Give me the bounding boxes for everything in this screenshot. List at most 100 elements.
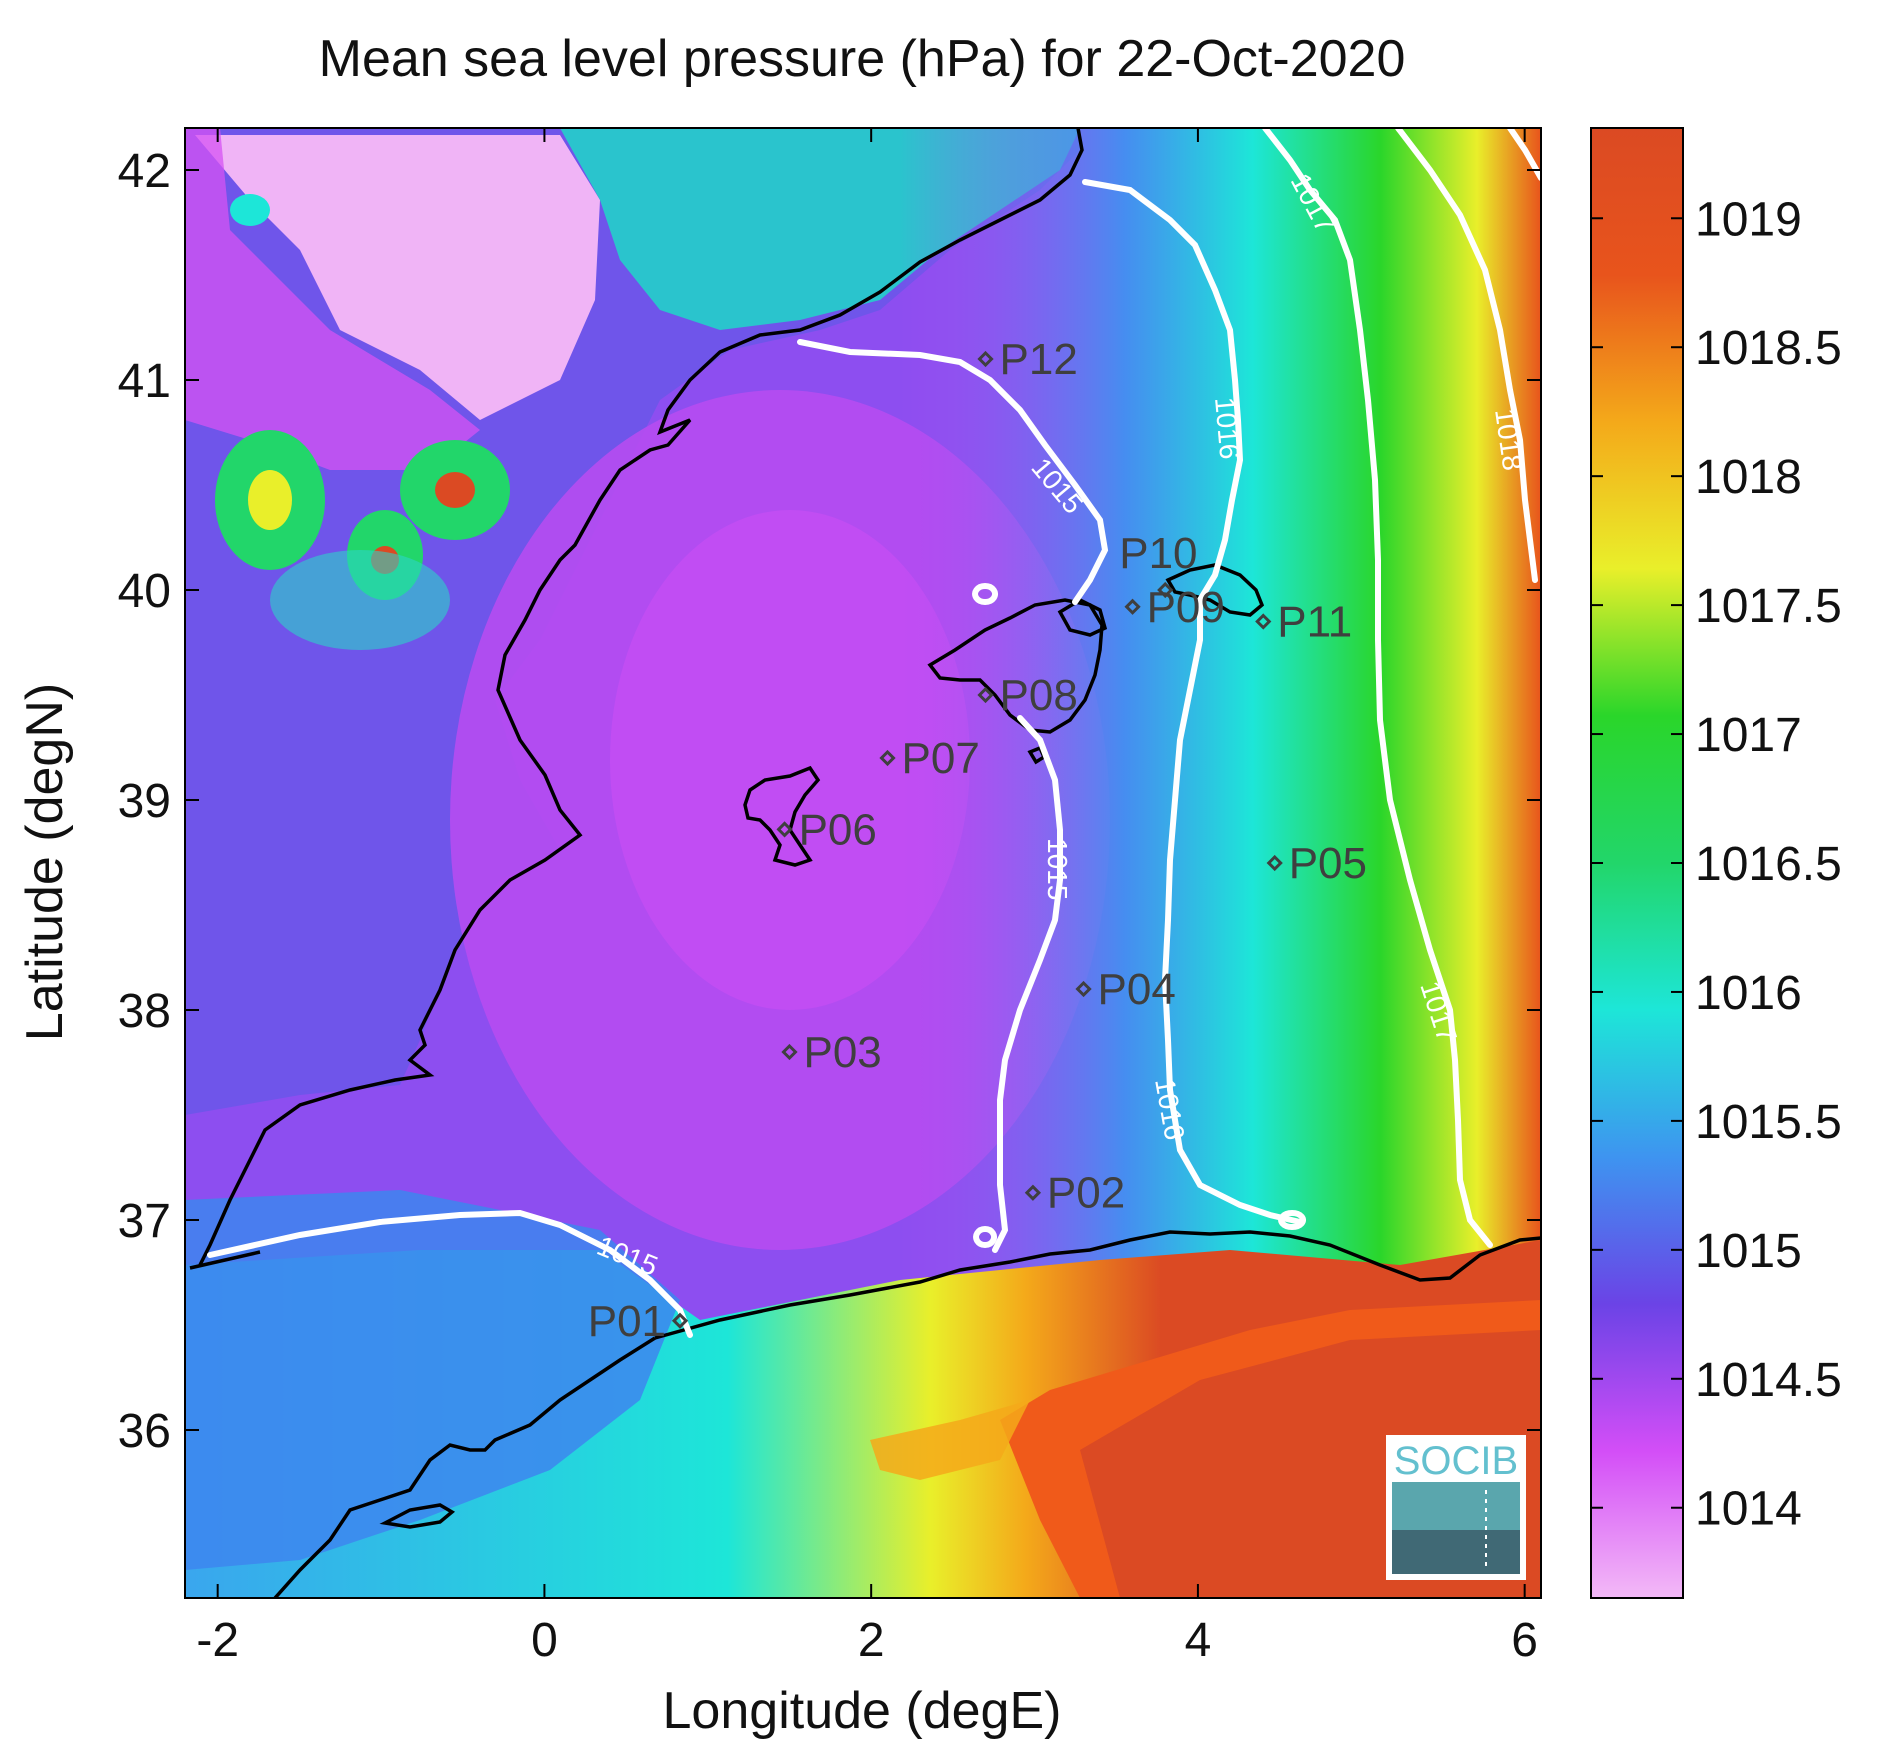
hill-2-core xyxy=(435,472,475,508)
station-marker xyxy=(1157,581,1174,599)
station-label: P02 xyxy=(1047,1169,1125,1218)
x-tick-label: 6 xyxy=(1511,1614,1538,1667)
colorbar-tick-label: 1016.5 xyxy=(1695,838,1842,891)
south-west-blue xyxy=(185,1190,680,1570)
colorbar-tick-label: 1016 xyxy=(1695,967,1802,1020)
colorbar-tick-label: 1014.5 xyxy=(1695,1354,1842,1407)
isobar-1019 xyxy=(1507,128,1541,181)
station-p12: P12 xyxy=(977,335,1078,384)
station-p05: P05 xyxy=(1266,839,1367,888)
station-p04: P04 xyxy=(1075,965,1176,1014)
south-orange-band xyxy=(870,1400,1030,1480)
isobars xyxy=(207,128,1541,1338)
station-marker xyxy=(1024,1184,1042,1201)
station-marker xyxy=(1266,854,1283,872)
colorbar-tick-label: 1017.5 xyxy=(1695,580,1842,633)
sea-east-gradient xyxy=(900,128,1541,1278)
isobar-1017 xyxy=(1262,128,1493,1248)
hill-1-core xyxy=(248,470,292,530)
chart-title: Mean sea level pressure (hPa) for 22-Oct… xyxy=(319,30,1406,88)
coast-iberia xyxy=(198,128,1084,1266)
station-p06: P06 xyxy=(776,805,877,854)
colorbar-tick-label: 1014 xyxy=(1695,1483,1802,1536)
station-label: P12 xyxy=(1000,335,1078,384)
y-tick-label: 36 xyxy=(118,1405,171,1458)
x-tick-label: -2 xyxy=(196,1614,239,1667)
plot-area: 1015 1015 1015 1016 1016 1017 1017 1018 … xyxy=(185,128,1541,1598)
isobar-small-1 xyxy=(972,583,999,605)
station-p02: P02 xyxy=(1024,1169,1125,1218)
isobar-1015-central xyxy=(797,339,1109,605)
station-marker xyxy=(1075,980,1092,998)
isobar-1015-west xyxy=(207,1209,693,1338)
station-label: P10 xyxy=(1119,529,1197,578)
y-tick-label: 37 xyxy=(118,1195,171,1248)
island-mallorca xyxy=(927,598,1104,734)
x-axis: -2 0 2 4 6 xyxy=(196,128,1538,1667)
x-tick-label: 4 xyxy=(1185,1614,1212,1667)
iberia-land-field xyxy=(185,128,1080,1115)
x-tick-label: 2 xyxy=(858,1614,885,1667)
station-marker xyxy=(879,749,896,767)
station-label: P07 xyxy=(902,734,980,783)
island-mallorca-east xyxy=(1057,598,1108,637)
contour-label: 1015 xyxy=(1042,838,1073,900)
station-marker xyxy=(781,1043,798,1061)
station-p08: P08 xyxy=(977,671,1078,720)
hill-north xyxy=(230,194,270,226)
colorbar-tick-label: 1015.5 xyxy=(1695,1096,1842,1149)
station-p01: P01 xyxy=(588,1297,689,1346)
isobar-small-3 xyxy=(1278,1210,1307,1230)
station-label: P05 xyxy=(1289,839,1367,888)
island-ibiza xyxy=(743,765,821,867)
station-marker xyxy=(1124,598,1141,615)
isobar-small-2 xyxy=(973,1226,998,1248)
y-tick-label: 42 xyxy=(118,145,171,198)
colorbar-tick-label: 1018 xyxy=(1695,451,1802,504)
station-p07: P07 xyxy=(879,734,980,783)
colorbar-tick-label: 1017 xyxy=(1695,709,1802,762)
isobar-1016 xyxy=(1082,179,1303,1225)
station-p03: P03 xyxy=(781,1028,882,1077)
isobar-1018 xyxy=(1395,128,1538,583)
colorbar-ticks: 1014 1014.5 1015 1015.5 1016 1016.5 1017 1017.5… xyxy=(1591,193,1842,1536)
colorbar-scale xyxy=(1590,127,1684,1599)
y-axis: 36 37 38 39 40 41 42 xyxy=(118,145,1541,1458)
station-marker xyxy=(977,686,994,704)
island-menorca xyxy=(1165,563,1265,617)
station-label: P06 xyxy=(799,805,877,854)
y-tick-label: 40 xyxy=(118,565,171,618)
socib-logo: SOCIB xyxy=(1386,1435,1526,1580)
isobar-1015-south xyxy=(992,715,1063,1253)
station-label: P11 xyxy=(1277,598,1352,647)
station-marker xyxy=(776,821,793,838)
coast-africa xyxy=(189,1230,1541,1340)
station-label: P04 xyxy=(1098,965,1176,1014)
sea-central-low-core xyxy=(610,510,970,1010)
logo-text: SOCIB xyxy=(1394,1439,1518,1483)
north-high-pressure xyxy=(195,135,600,420)
contour-label: 1016 xyxy=(1209,396,1245,461)
x-tick-label: 0 xyxy=(531,1614,558,1667)
coastlines xyxy=(189,128,1541,1598)
station-p10: P10 xyxy=(1119,529,1198,599)
station-marker xyxy=(977,350,994,368)
colorbar-tick-label: 1015 xyxy=(1695,1225,1802,1278)
station-p11: P11 xyxy=(1255,598,1352,647)
station-label: P01 xyxy=(588,1297,666,1346)
colorbar-tick-label: 1018.5 xyxy=(1695,322,1842,375)
coast-africa-west xyxy=(273,1336,656,1598)
station-marker xyxy=(1255,613,1272,630)
x-axis-label: Longitude (degE) xyxy=(663,1682,1062,1740)
y-tick-label: 38 xyxy=(118,985,171,1038)
colorbar: 1014 1014.5 1015 1015.5 1016 1016.5 1017 1017.5… xyxy=(1590,127,1842,1599)
colorbar-tick-label: 1019 xyxy=(1695,193,1802,246)
y-tick-label: 39 xyxy=(118,775,171,828)
station-label: P08 xyxy=(1000,671,1078,720)
y-axis-label: Latitude (degN) xyxy=(16,683,74,1041)
north-magenta-band xyxy=(185,128,480,470)
station-label: P03 xyxy=(803,1028,881,1077)
y-tick-label: 41 xyxy=(118,355,171,408)
